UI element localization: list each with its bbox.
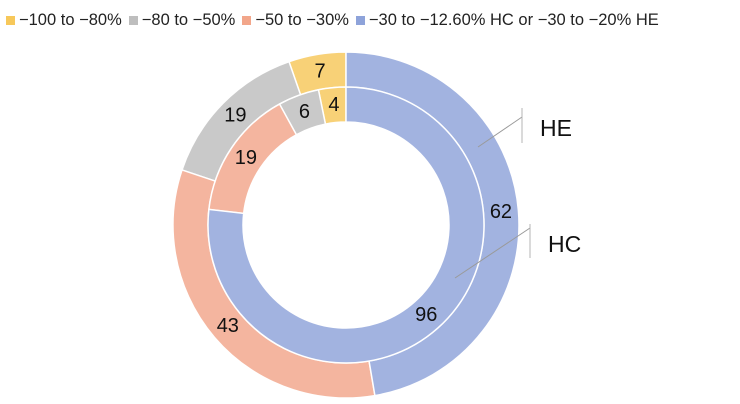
value-label-hc-0: 4	[328, 94, 339, 116]
legend-label: −50 to −30%	[255, 10, 349, 29]
value-label-hc-3: 96	[415, 304, 437, 326]
value-label-he-2: 43	[217, 315, 239, 337]
legend-item: −80 to −50%	[128, 10, 236, 30]
legend-label: −80 to −50%	[141, 10, 236, 29]
slices-group	[172, 51, 520, 399]
slice-hc-3	[207, 86, 485, 364]
legend-item: −50 to −30%	[242, 11, 349, 30]
slice-hc-2	[208, 103, 298, 215]
ring-label-hc: HC	[548, 231, 581, 257]
leader-line-he	[477, 116, 523, 148]
value-label-he-0: 7	[314, 61, 325, 83]
leader-line-hc	[454, 227, 531, 279]
value-label-hc-1: 6	[299, 101, 310, 123]
slice-he-2	[172, 169, 376, 399]
legend-item: −100 to −80%	[6, 11, 122, 30]
legend-label: −100 to −80%	[19, 10, 122, 29]
ring-label-he: HE	[540, 115, 572, 141]
legend-swatch-icon	[128, 15, 138, 25]
legend-swatch-icon	[6, 15, 15, 25]
ring-labels-group: HE HC	[454, 108, 581, 279]
value-label-he-3: 62	[490, 201, 512, 223]
legend-swatch-icon	[242, 15, 252, 25]
legend-swatch-icon	[355, 15, 365, 25]
value-label-he-1: 19	[224, 105, 246, 127]
value-label-hc-2: 19	[235, 147, 257, 169]
legend: −100 to −80% −80 to −50% −50 to −30% −30…	[6, 7, 666, 33]
legend-item: −30 to −12.60% HC or −30 to −20% HE	[355, 10, 659, 30]
legend-label: −30 to −12.60% HC or −30 to −20% HE	[368, 10, 659, 29]
value-labels-group: 7 19 43 62 46 19 96	[217, 61, 512, 337]
